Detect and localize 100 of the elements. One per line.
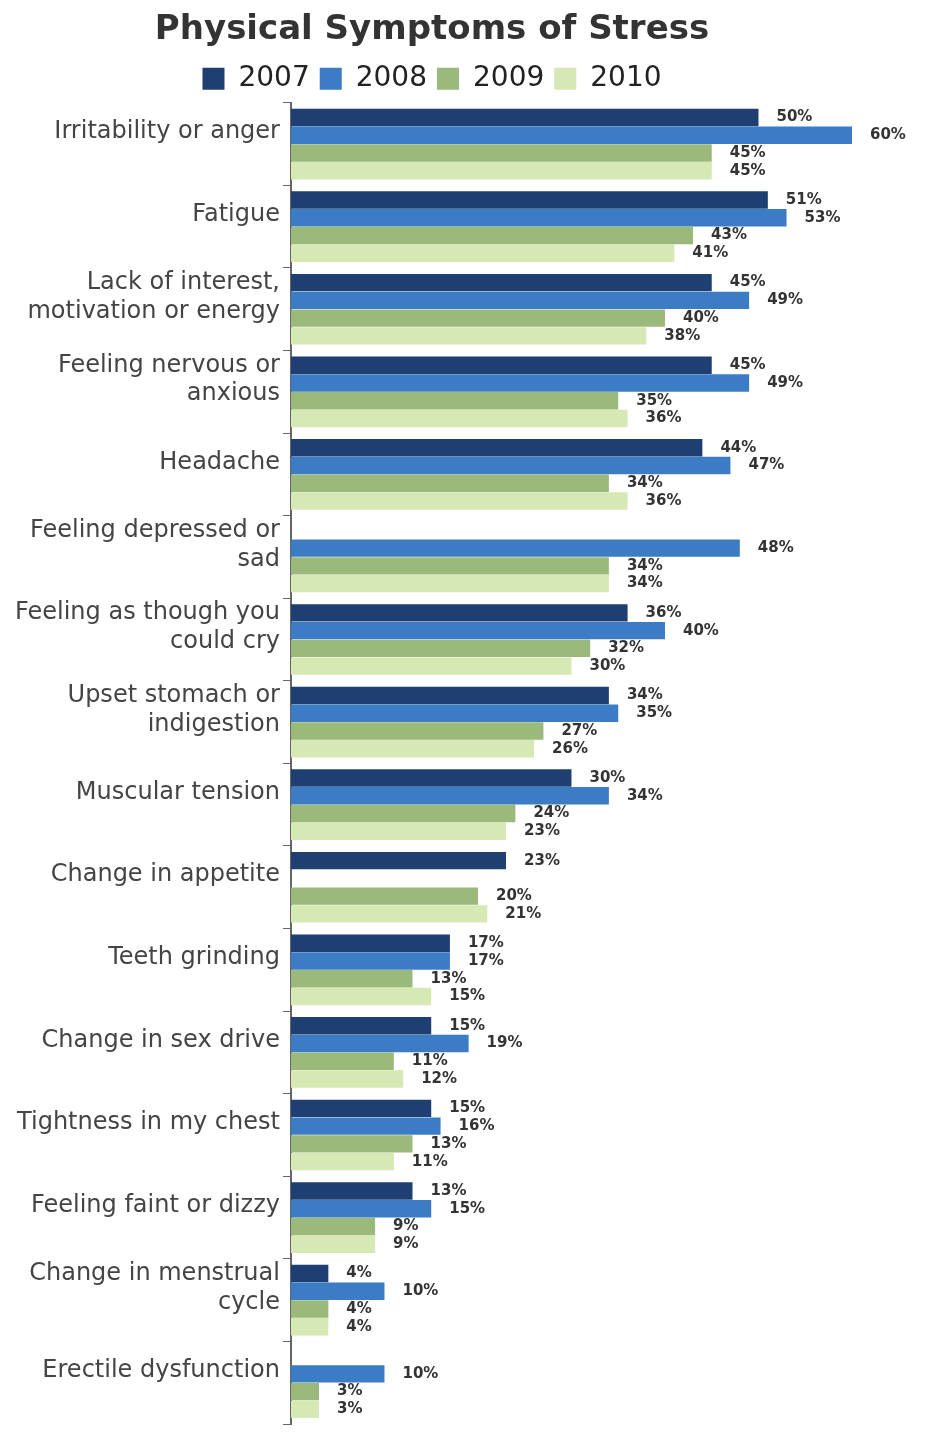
bar [290, 1199, 432, 1218]
bar [290, 851, 507, 870]
bar [290, 1152, 394, 1171]
y-tick-label: Muscular tension [75, 776, 280, 805]
data-label: 19% [486, 1033, 523, 1052]
data-label: 24% [533, 803, 570, 822]
data-label: 53% [804, 207, 841, 226]
bar [290, 439, 703, 457]
bar [290, 539, 740, 557]
bar [290, 1264, 329, 1283]
y-tick-label: Change in sex drive [41, 1024, 280, 1053]
bar [290, 1318, 329, 1336]
data-label: 45% [729, 272, 766, 291]
bar [290, 1365, 385, 1383]
bar [290, 1300, 329, 1318]
data-label: 50% [776, 107, 813, 126]
data-label: 12% [421, 1068, 458, 1087]
bar [290, 1034, 469, 1053]
data-label: 9% [393, 1216, 419, 1235]
bar [290, 162, 712, 180]
data-label: 30% [589, 656, 626, 675]
bar [290, 374, 750, 392]
bar [290, 639, 591, 658]
bar [290, 970, 413, 988]
data-label: 34% [626, 785, 663, 804]
data-label: 15% [449, 1098, 486, 1117]
data-label: 49% [767, 290, 804, 309]
bar [290, 291, 750, 310]
bar [290, 604, 628, 622]
bar [290, 1182, 413, 1200]
data-label: 45% [729, 142, 766, 161]
y-tick-label: Erectile dysfunction [42, 1354, 280, 1383]
data-label: 47% [748, 455, 785, 474]
bar [290, 1217, 376, 1236]
data-label: 11% [411, 1051, 448, 1070]
bar [290, 1070, 404, 1088]
data-label: 23% [524, 821, 560, 840]
data-label: 10% [402, 1281, 439, 1300]
data-label: 40% [682, 308, 719, 326]
y-tick-label: Irritability or anger [54, 116, 281, 145]
bar [290, 1400, 320, 1419]
data-label: 45% [729, 160, 766, 179]
bar [290, 391, 619, 410]
data-label: 36% [645, 490, 682, 509]
bar [290, 492, 628, 510]
bar [290, 934, 450, 952]
bar [290, 474, 609, 492]
data-label: 9% [393, 1234, 419, 1253]
bar [290, 126, 852, 144]
y-tick-label: Tightness in my chest [16, 1107, 280, 1136]
y-tick-label: Upset stomach or indigestion [67, 679, 281, 737]
data-label: 15% [449, 1015, 486, 1034]
data-label: 10% [402, 1363, 439, 1382]
bar [290, 769, 572, 787]
bar [290, 1135, 413, 1153]
bar [290, 574, 609, 593]
bar [290, 952, 450, 970]
legend-label: 2010 [590, 60, 662, 94]
y-tick-label: Lack of interest, motivation or energy [27, 267, 280, 324]
bar [290, 1099, 432, 1118]
bar [290, 787, 609, 805]
data-label: 49% [767, 372, 804, 391]
bar [290, 356, 712, 374]
y-tick-label: Headache [159, 446, 280, 475]
data-label: 51% [785, 189, 822, 208]
data-label: 4% [346, 1263, 372, 1282]
data-label: 17% [467, 950, 504, 969]
data-label: 21% [505, 903, 542, 922]
bar [290, 456, 731, 475]
y-tick-label: Teeth grinding [107, 942, 280, 971]
legend-label: 2009 [473, 60, 545, 94]
bar [290, 1117, 441, 1135]
bar [290, 409, 628, 428]
data-label: 34% [626, 473, 663, 492]
bar [290, 905, 488, 923]
bar [290, 686, 609, 705]
y-tick-label: Change in menstrual cycle [29, 1257, 280, 1315]
data-label: 35% [636, 390, 673, 409]
bar [290, 740, 535, 758]
bar [290, 657, 572, 675]
data-label: 45% [729, 355, 766, 374]
data-label: 43% [711, 225, 747, 244]
bar [290, 108, 759, 127]
bar [290, 887, 478, 905]
data-label: 3% [337, 1399, 363, 1418]
data-label: 44% [720, 437, 757, 456]
bar [290, 1235, 376, 1253]
y-tick-label: Feeling faint or dizzy [30, 1189, 280, 1218]
data-label: 27% [561, 720, 598, 739]
bar [290, 209, 787, 227]
y-tick-label: Feeling as though you could cry [14, 597, 280, 655]
bar [290, 191, 768, 209]
data-label: 23% [524, 850, 560, 869]
data-label: 16% [458, 1116, 495, 1134]
data-label: 15% [449, 986, 486, 1005]
y-tick-label: Feeling nervous or anxious [57, 349, 281, 407]
bar [290, 1052, 394, 1070]
data-label: 34% [626, 573, 663, 592]
bar [290, 704, 619, 722]
data-label: 4% [346, 1316, 372, 1335]
